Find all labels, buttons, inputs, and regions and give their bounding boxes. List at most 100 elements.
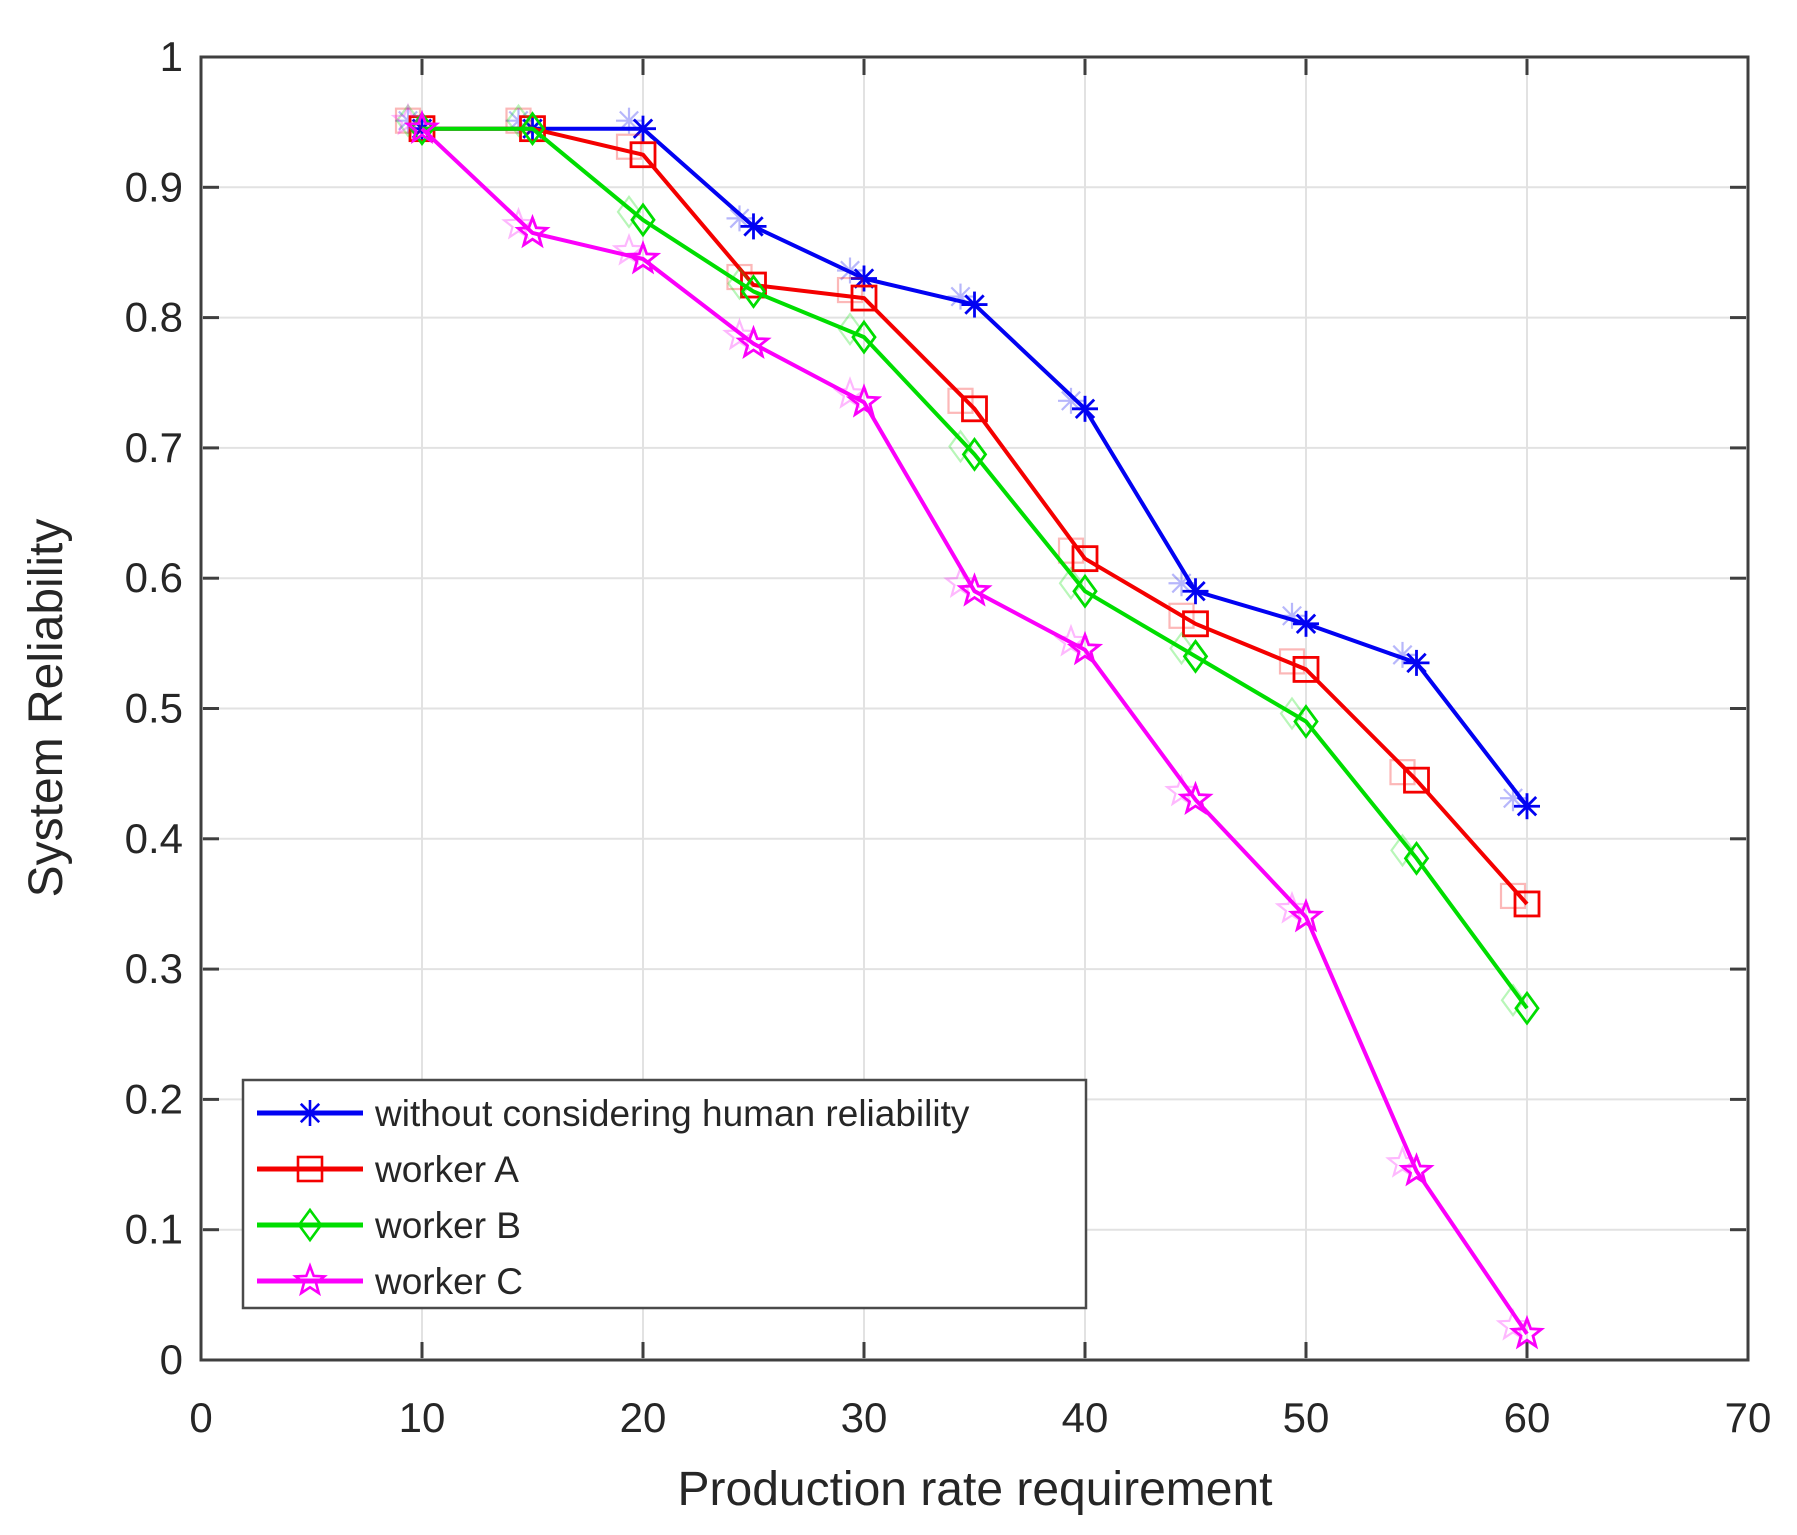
pentagram-marker <box>845 383 883 418</box>
asterisk-marker <box>743 216 764 237</box>
x-tick-label: 70 <box>1725 1394 1772 1441</box>
ghost-marker <box>1171 573 1192 594</box>
series-line <box>420 127 1529 1336</box>
ghost-marker <box>1061 390 1081 411</box>
series-markers <box>408 115 1541 918</box>
legend: without considering human reliability wor… <box>241 1078 1088 1310</box>
asterisk-marker <box>632 118 654 139</box>
series-line <box>422 126 1529 906</box>
legend-marker <box>292 1262 328 1297</box>
diamond-marker <box>1072 573 1098 609</box>
ghost-marker <box>1390 833 1415 868</box>
square-marker <box>850 284 878 312</box>
series-line <box>422 126 1529 1010</box>
asterisk-marker <box>1074 398 1096 419</box>
ghost-marker <box>1503 788 1523 809</box>
legend-label: worker C <box>374 1261 523 1302</box>
pentagram-marker <box>1398 1152 1435 1187</box>
square-marker <box>961 395 988 423</box>
ghost-marker <box>1278 648 1306 675</box>
ghost-marker <box>948 429 973 464</box>
series-markers <box>403 109 1546 1350</box>
ghost-marker <box>729 208 750 229</box>
legend-marker <box>299 1102 321 1124</box>
ghost-marker <box>1499 882 1527 910</box>
square-marker <box>1513 890 1541 918</box>
ghost-marker <box>616 195 642 229</box>
ghost-marker <box>390 102 426 136</box>
ghost-marker <box>395 103 421 138</box>
ghost-marker <box>722 317 757 351</box>
diamond-marker <box>1514 990 1540 1026</box>
x-tick-label: 60 <box>1504 1394 1551 1441</box>
series-baseline <box>395 107 1540 820</box>
ghost-marker <box>1061 390 1081 411</box>
diamond-marker <box>961 437 988 472</box>
x-tick-label: 40 <box>1062 1394 1109 1441</box>
y-tick-label: 0.5 <box>125 685 183 732</box>
legend-label: worker B <box>374 1205 521 1246</box>
square-marker <box>1403 766 1430 794</box>
pentagram-marker <box>624 240 662 275</box>
y-tick-label: 0.9 <box>125 163 183 210</box>
ghost-marker <box>1058 566 1084 601</box>
x-tick-label: 20 <box>620 1394 667 1441</box>
diamond-marker <box>740 274 767 309</box>
asterisk-marker <box>1295 613 1317 634</box>
pentagram-marker <box>956 572 993 607</box>
x-tick-label: 30 <box>841 1394 888 1441</box>
y-axis-title: System Reliability <box>20 519 73 898</box>
y-tick-labels: 0 0.1 0.2 0.3 0.4 0.5 0.6 0.7 0.8 0.9 1 <box>125 33 183 1383</box>
diamond-marker <box>851 319 877 355</box>
square-marker <box>1071 545 1099 573</box>
ghost-markers <box>395 107 1526 812</box>
y-tick-label: 0.3 <box>125 945 183 992</box>
y-tick-label: 0.4 <box>125 815 183 862</box>
ghost-marker <box>943 565 978 598</box>
x-axis-title: Production rate requirement <box>678 1463 1273 1516</box>
y-tick-label: 0.2 <box>125 1075 183 1122</box>
pentagram-marker <box>514 213 551 249</box>
ghost-marker <box>950 286 971 307</box>
tick-marks <box>199 55 1750 1362</box>
legend-item-2: worker A <box>257 1149 519 1190</box>
pentagram-marker <box>403 109 441 145</box>
y-tick-label: 0.7 <box>125 424 183 471</box>
pentagram-marker <box>1287 898 1325 933</box>
legend-item-4: worker C <box>257 1261 523 1302</box>
ghost-marker <box>1389 759 1416 786</box>
ghost-marker <box>1164 773 1199 807</box>
y-tick-label: 0 <box>160 1336 183 1383</box>
ghost-marker <box>836 276 864 304</box>
series-markers <box>409 111 1540 1026</box>
series-worker-c <box>390 102 1546 1350</box>
diamond-marker <box>630 202 656 238</box>
ghost-markers <box>394 107 1527 910</box>
x-tick-labels: 0 10 20 30 40 50 60 70 <box>189 1394 1771 1441</box>
pentagram-marker <box>1066 630 1104 666</box>
ghost-marker <box>729 208 750 229</box>
ghost-marker <box>1274 890 1310 924</box>
legend-marker <box>296 1155 324 1183</box>
legend-item-3: worker B <box>257 1205 521 1246</box>
square-marker <box>1292 656 1320 683</box>
ghost-marker <box>505 107 532 134</box>
diamond-marker <box>1182 639 1209 674</box>
ghost-marker <box>398 110 418 131</box>
ghost-marker <box>506 103 531 138</box>
legend-label: without considering human reliability <box>374 1093 970 1134</box>
axes-box <box>199 55 1750 1362</box>
x-tick-label: 0 <box>189 1394 212 1441</box>
diamond-marker <box>1403 840 1430 876</box>
ghost-markers <box>390 102 1531 1341</box>
legend-item-1: without considering human reliability <box>257 1093 970 1134</box>
legend-marker <box>297 1207 323 1243</box>
y-tick-label: 0.1 <box>125 1206 183 1253</box>
diamond-marker <box>1293 704 1319 739</box>
ghost-marker <box>1392 644 1413 665</box>
pentagram-marker <box>1508 1314 1546 1350</box>
square-marker <box>629 141 657 169</box>
asterisk-marker <box>1516 796 1538 817</box>
